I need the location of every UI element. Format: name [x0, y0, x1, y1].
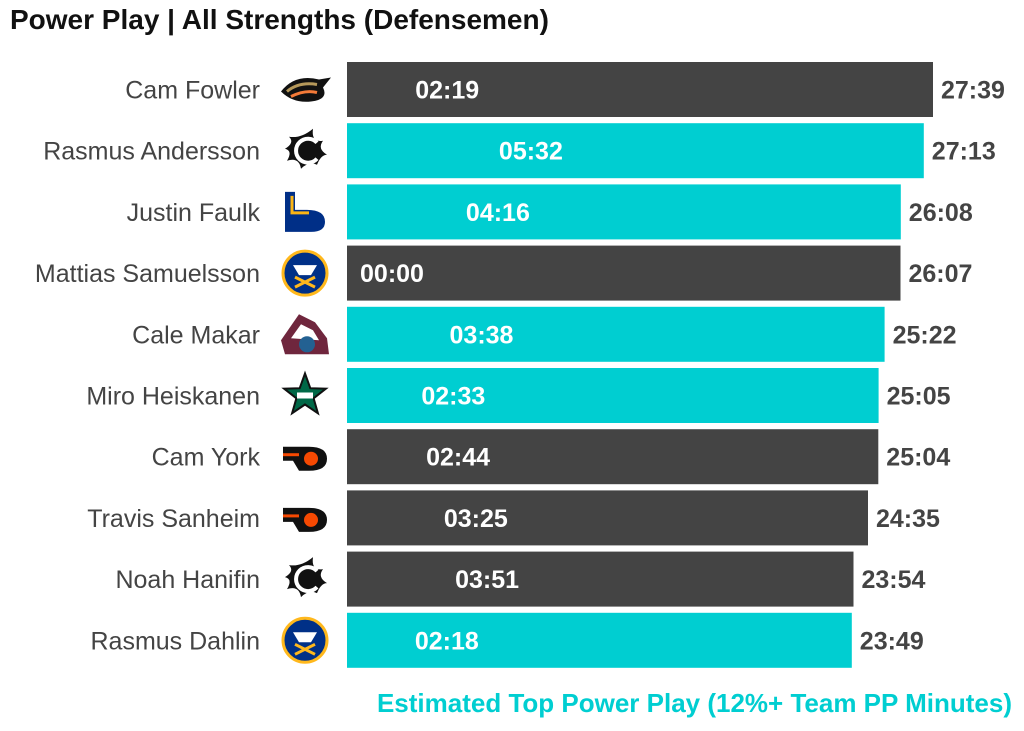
stars-logo-icon: [281, 370, 329, 416]
pp-time-label: 03:25: [444, 505, 508, 533]
flames-logo-icon: [285, 128, 327, 169]
ducks-logo-icon: [281, 77, 331, 102]
pp-time-label: 02:18: [415, 627, 479, 655]
total-time-label: 23:49: [860, 627, 924, 655]
flyers-logo-icon: [283, 507, 327, 532]
bar-justin-faulk: [347, 184, 901, 240]
total-time-label: 25:05: [887, 383, 951, 411]
pp-time-label: 03:38: [450, 321, 514, 349]
total-time-label: 25:04: [886, 444, 950, 472]
pp-time-label: 04:16: [466, 199, 530, 227]
total-time-label: 23:54: [862, 566, 926, 594]
bar-mattias-samuelsson: [347, 245, 901, 301]
player-name: Cale Makar: [132, 321, 260, 349]
bar-rasmus-dahlin: [347, 612, 852, 668]
bar-cale-makar: [347, 306, 885, 362]
player-name: Noah Hanifin: [115, 566, 260, 594]
flames-logo-icon: [285, 557, 327, 598]
flyers-logo-icon: [283, 446, 327, 471]
pp-time-label: 02:44: [426, 444, 490, 472]
avalanche-logo-icon: [281, 314, 329, 355]
bar-miro-heiskanen: [347, 368, 879, 423]
total-time-label: 25:22: [893, 321, 957, 349]
total-time-label: 27:13: [932, 138, 996, 166]
bar-travis-sanheim: [347, 490, 868, 546]
player-name: Rasmus Andersson: [43, 138, 260, 166]
player-name: Justin Faulk: [127, 199, 261, 227]
total-time-label: 26:07: [909, 260, 973, 288]
pp-time-label: 02:19: [415, 77, 479, 105]
chart-title: Power Play | All Strengths (Defensemen): [10, 4, 549, 35]
total-time-label: 24:35: [876, 505, 940, 533]
sabres-logo-icon: [281, 616, 329, 664]
bar-cam-fowler: [347, 62, 933, 117]
bar-cam-york: [347, 429, 879, 485]
player-name: Cam Fowler: [125, 77, 260, 105]
pp-time-label: 03:51: [455, 566, 519, 594]
player-name: Rasmus Dahlin: [90, 627, 260, 655]
bar-rasmus-andersson: [347, 123, 924, 179]
player-name: Cam York: [152, 444, 261, 472]
total-time-label: 27:39: [941, 77, 1005, 105]
legend-note: Estimated Top Power Play (12%+ Team PP M…: [376, 688, 1012, 718]
sabres-logo-icon: [281, 249, 329, 297]
total-time-label: 26:08: [909, 199, 973, 227]
pp-time-label: 02:33: [421, 383, 485, 411]
blues-logo-icon: [285, 191, 325, 232]
pp-time-label: 05:32: [499, 138, 563, 166]
player-name: Miro Heiskanen: [86, 383, 260, 411]
player-name: Travis Sanheim: [87, 505, 260, 533]
pp-time-label: 00:00: [360, 260, 424, 288]
bar-noah-hanifin: [347, 551, 854, 607]
player-name: Mattias Samuelsson: [35, 260, 260, 288]
